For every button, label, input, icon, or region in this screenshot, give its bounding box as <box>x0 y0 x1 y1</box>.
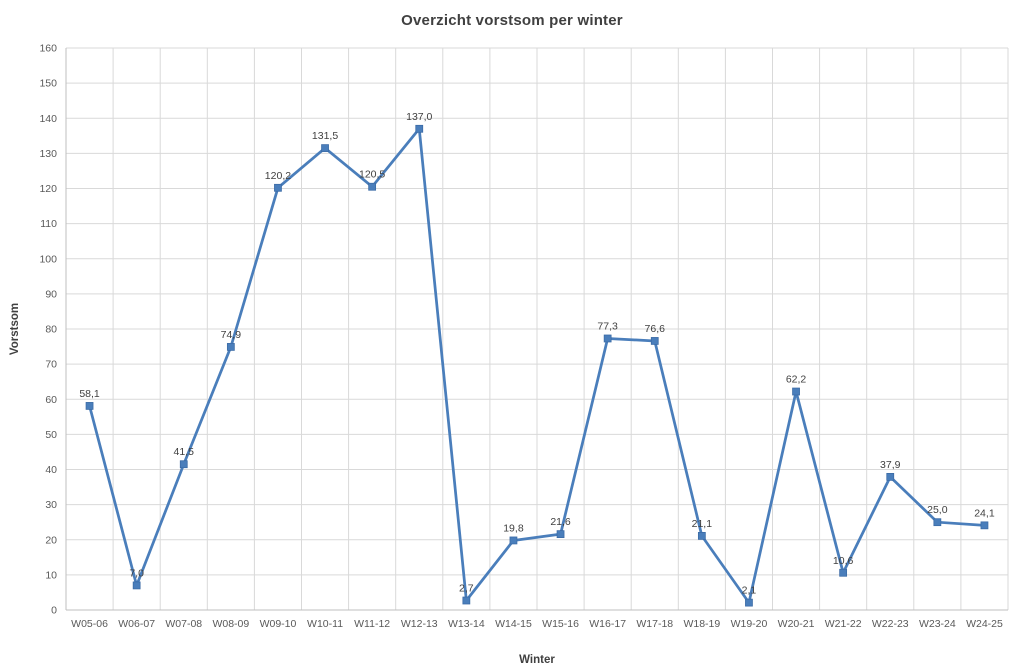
svg-text:150: 150 <box>39 78 57 90</box>
data-label: 7,0 <box>129 567 144 579</box>
svg-text:W10-11: W10-11 <box>307 618 343 630</box>
data-point <box>368 182 377 191</box>
svg-text:W16-17: W16-17 <box>589 618 626 630</box>
data-label: 77,3 <box>597 320 618 332</box>
data-label: 2,7 <box>459 583 474 595</box>
svg-text:W15-16: W15-16 <box>542 618 579 630</box>
data-label: 74,9 <box>221 329 242 341</box>
data-label: 41,5 <box>174 446 195 458</box>
data-point <box>933 518 942 527</box>
svg-text:W21-22: W21-22 <box>825 618 862 630</box>
svg-text:110: 110 <box>40 218 57 230</box>
svg-text:W14-15: W14-15 <box>495 618 532 630</box>
svg-text:W07-08: W07-08 <box>165 618 202 630</box>
x-axis-title: Winter <box>519 654 555 666</box>
data-label: 25,0 <box>927 504 948 516</box>
svg-text:W22-23: W22-23 <box>872 618 909 630</box>
data-point <box>274 183 282 192</box>
svg-text:W17-18: W17-18 <box>636 618 673 630</box>
data-point-markers <box>85 124 989 607</box>
y-axis-ticks: 0 10 20 30 40 50 60 70 80 90 100 110 120 130 140 150 160 <box>39 43 57 617</box>
svg-text:W06-07: W06-07 <box>118 618 155 630</box>
axes <box>65 48 1008 611</box>
data-point <box>697 532 706 540</box>
chart-title: Overzicht vorstsom per winter <box>401 12 623 29</box>
data-point <box>886 473 895 481</box>
data-point <box>462 596 471 605</box>
data-label: 137,0 <box>406 111 432 123</box>
data-point <box>650 337 659 345</box>
svg-text:140: 140 <box>39 113 57 125</box>
data-label: 10,6 <box>833 555 854 567</box>
data-point <box>321 144 329 152</box>
x-axis-ticks: W05-06 W06-07 W07-08 W08-09 W09-10 W10-11 W11-… <box>71 618 1003 630</box>
data-label: 58,1 <box>79 388 100 400</box>
svg-text:W23-24: W23-24 <box>919 618 956 630</box>
y-axis-title: Vorstsom <box>9 303 21 355</box>
svg-text:W09-10: W09-10 <box>260 618 297 630</box>
svg-text:0: 0 <box>51 605 57 617</box>
data-label: 19,8 <box>503 522 524 534</box>
svg-text:20: 20 <box>45 534 57 546</box>
gridlines <box>65 47 1009 611</box>
svg-text:W08-09: W08-09 <box>212 618 249 630</box>
data-point <box>603 334 612 343</box>
svg-text:90: 90 <box>45 288 57 300</box>
svg-text:30: 30 <box>45 499 57 511</box>
data-point <box>415 124 424 133</box>
data-label: 21,6 <box>550 516 571 528</box>
data-point <box>792 387 800 396</box>
svg-text:W18-19: W18-19 <box>683 618 720 630</box>
data-point <box>509 536 518 545</box>
data-label: 37,9 <box>880 459 901 471</box>
svg-text:160: 160 <box>39 43 57 55</box>
svg-text:50: 50 <box>45 429 57 441</box>
svg-text:W24-25: W24-25 <box>966 618 1003 630</box>
data-label: 24,1 <box>974 507 995 519</box>
svg-text:W12-13: W12-13 <box>401 618 438 630</box>
data-label: 131,5 <box>312 130 338 142</box>
svg-text:10: 10 <box>45 569 57 581</box>
data-label: 21,1 <box>692 518 713 530</box>
data-point <box>226 343 235 351</box>
svg-text:W11-12: W11-12 <box>354 618 390 630</box>
svg-text:W19-20: W19-20 <box>731 618 768 630</box>
data-point <box>179 460 188 469</box>
data-point <box>980 521 989 530</box>
data-point <box>745 598 753 607</box>
svg-text:80: 80 <box>45 324 57 336</box>
data-label: 120,2 <box>265 170 291 182</box>
data-point <box>556 530 565 539</box>
data-label: 76,6 <box>645 323 666 335</box>
svg-text:60: 60 <box>45 394 57 406</box>
svg-text:120: 120 <box>39 183 57 195</box>
data-label: 62,2 <box>786 374 807 386</box>
data-labels: 58,1 7,0 41,5 74,9 120,2 131,5 120,5 137,0 2,7 19… <box>79 111 994 597</box>
data-label: 2,1 <box>742 585 757 597</box>
data-point <box>132 581 141 590</box>
svg-text:W20-21: W20-21 <box>778 618 815 630</box>
svg-text:100: 100 <box>39 253 57 265</box>
svg-text:70: 70 <box>45 359 57 371</box>
data-point <box>839 568 848 577</box>
svg-text:40: 40 <box>45 464 57 476</box>
svg-text:W05-06: W05-06 <box>71 618 108 630</box>
data-point <box>85 402 94 410</box>
svg-text:W13-14: W13-14 <box>448 618 485 630</box>
data-label: 120,5 <box>359 169 385 181</box>
svg-text:130: 130 <box>39 148 57 160</box>
line-chart: 0 10 20 30 40 50 60 70 80 90 100 110 120 130 140 150 160… <box>9 43 1009 666</box>
series-line <box>88 127 986 604</box>
